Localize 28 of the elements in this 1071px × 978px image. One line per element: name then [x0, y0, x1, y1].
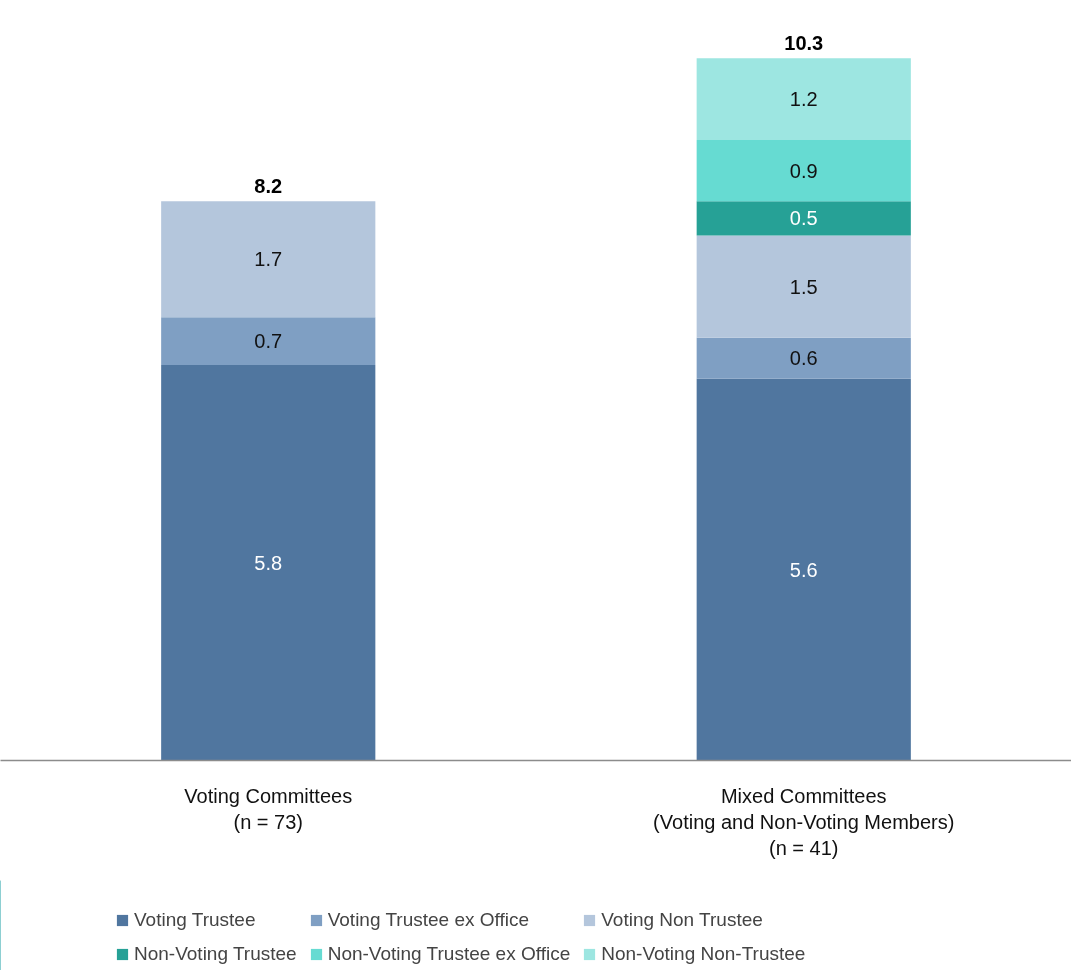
data-label: 5.6: [789, 558, 818, 581]
x-tick-label: Mixed Committees (Voting and Non-Voting Members) (n = 41): [653, 784, 955, 860]
legend-label: Voting Trustee ex Office: [327, 909, 530, 931]
data-label: 0.6: [789, 347, 818, 370]
data-label: 0.5: [789, 207, 818, 230]
bar: [696, 201, 911, 236]
bar: [696, 337, 911, 379]
data-label: 0.9: [789, 159, 818, 182]
data-label: 5.8: [254, 551, 283, 574]
legend-label: Voting Trustee: [134, 909, 256, 931]
bar: [696, 235, 911, 338]
bar: [161, 201, 376, 318]
total-label: 10.3: [784, 31, 824, 54]
data-label: 1.2: [789, 88, 818, 111]
data-label: 1.7: [254, 248, 283, 271]
legend-label: Non-Voting Non-Trustee: [601, 943, 806, 965]
bar: [696, 58, 911, 140]
x-tick-label: Voting Committees (n = 73): [184, 784, 353, 833]
data-label: 1.5: [789, 275, 818, 298]
legend-label: Voting Non Trustee: [601, 909, 763, 931]
bar: [161, 365, 376, 761]
bar: [696, 140, 911, 202]
total-label: 8.2: [254, 174, 283, 197]
bar: [696, 378, 911, 761]
bar: [161, 317, 376, 366]
legend-label: Non-Voting Trustee ex Office: [327, 943, 571, 965]
legend-label: Non-Voting Trustee: [134, 943, 297, 965]
data-label: 0.7: [254, 330, 283, 353]
